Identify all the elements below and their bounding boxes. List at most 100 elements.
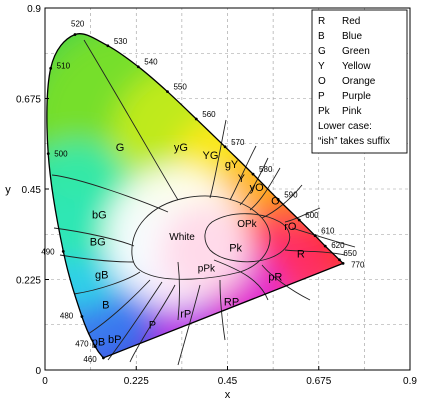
wavelength-label-510: 510: [57, 61, 71, 70]
locus-point: [223, 145, 227, 149]
wavelength-label-550: 550: [173, 83, 187, 92]
legend-code-Y: Y: [318, 61, 325, 72]
legend-name-R: Red: [342, 16, 360, 27]
x-tick-label: 0.675: [306, 376, 331, 387]
region-boundary-line: [284, 249, 346, 256]
wavelength-label-490: 490: [41, 247, 55, 256]
legend-name-Y: Yellow: [342, 61, 371, 72]
locus-point: [80, 315, 84, 318]
region-boundary-line: [59, 254, 135, 263]
wavelength-label-470: 470: [75, 340, 89, 349]
region-boundary-line: [219, 279, 226, 341]
wavelength-label-590: 590: [284, 190, 298, 199]
region-label-yO: yO: [250, 182, 265, 194]
region-label-yG: yG: [174, 142, 188, 154]
region-label-B: B: [102, 299, 109, 311]
region-boundary-line: [291, 227, 356, 248]
locus-point: [46, 152, 50, 156]
legend-name-G: Green: [342, 46, 370, 57]
region-boundary-line: [53, 227, 135, 247]
region-boundary-line: [73, 271, 141, 295]
region-boundary-line: [213, 259, 269, 301]
x-tick-label: 0.9: [403, 376, 417, 387]
locus-point: [136, 65, 140, 69]
locus-point: [338, 258, 341, 262]
legend-name-B: Blue: [342, 31, 362, 42]
region-boundary-line: [249, 167, 281, 211]
y-tick-label: 0.9: [27, 4, 41, 15]
region-label-rO: rO: [284, 221, 297, 233]
locus-point: [49, 66, 53, 70]
x-tick-label: 0.225: [124, 376, 149, 387]
region-label-bG: bG: [92, 209, 107, 221]
region-label-R: R: [297, 248, 305, 260]
legend-note: “ish” takes suffix: [318, 136, 390, 147]
wavelength-label-540: 540: [144, 58, 158, 67]
locus-point: [166, 90, 169, 94]
pink-region-boundary: [204, 213, 291, 263]
locus-point: [341, 262, 345, 265]
region-label-O: O: [271, 195, 280, 207]
legend-code-G: G: [318, 46, 326, 57]
locus-point: [102, 356, 105, 360]
axes: 00 0.225 0.225 0.45 0.45 0.675 0.675 0.9 0.9 x y: [5, 4, 417, 401]
locus-point: [61, 249, 65, 253]
wavelength-label-600: 600: [305, 211, 319, 220]
legend-code-P: P: [318, 91, 325, 102]
wavelength-label-520: 520: [71, 20, 85, 29]
y-tick-label: 0.225: [16, 276, 41, 287]
wavelength-label-570: 570: [231, 138, 245, 147]
wavelength-label-620: 620: [331, 241, 345, 250]
region-boundary-line: [261, 264, 311, 301]
y-tick-label: 0.45: [22, 185, 42, 196]
region-boundary-line: [107, 281, 163, 361]
white-region-boundary: [131, 195, 271, 280]
region-label-P: P: [149, 320, 156, 332]
region-label-pPk: pPk: [198, 263, 216, 274]
legend-box: [311, 9, 408, 154]
legend-code-B: B: [318, 31, 325, 42]
region-label-gB: gB: [95, 270, 108, 282]
x-tick-label: 0.45: [218, 376, 238, 387]
wavelength-label-480: 480: [60, 312, 74, 321]
region-boundary-line: [209, 119, 227, 199]
region-label-RP: RP: [224, 297, 239, 309]
locus-point: [93, 345, 97, 349]
locus-point: [106, 44, 110, 48]
x-axis-title: x: [225, 389, 231, 401]
region-boundaries: [51, 39, 356, 366]
legend-code-Pk: Pk: [318, 106, 331, 117]
wavelength-label-770: 770: [351, 260, 365, 269]
legend-name-Pk: Pink: [342, 106, 362, 117]
locus-point: [251, 172, 255, 176]
region-boundary-line: [87, 279, 151, 335]
y-axis-title: y: [5, 184, 11, 196]
wavelength-label-500: 500: [54, 150, 68, 159]
color-blob: [162, 204, 253, 295]
locus-point: [323, 244, 327, 248]
region-boundary-line: [177, 284, 201, 366]
region-label-OPk: OPk: [237, 219, 257, 230]
locus-point: [194, 117, 198, 121]
region-boundary-line: [239, 157, 269, 206]
wavelength-label-460: 460: [83, 355, 97, 364]
legend-code-O: O: [318, 76, 326, 87]
legend-code-R: R: [318, 16, 325, 27]
legend: R Red B Blue G Green Y Yellow O Orange P Purple Pk Pi…: [311, 9, 408, 154]
wavelength-label-580: 580: [259, 165, 273, 174]
region-label-G: G: [116, 142, 125, 154]
region-label-Pk: Pk: [229, 243, 242, 255]
wavelength-label-530: 530: [114, 37, 128, 46]
region-label-BG: BG: [90, 236, 106, 248]
y-tick-label: 0: [35, 366, 41, 377]
locus-point: [73, 33, 77, 36]
region-label-gY: gY: [225, 159, 239, 171]
region-label-YG: YG: [203, 150, 219, 162]
region-label-pR: pR: [268, 272, 282, 284]
locus-point: [276, 198, 280, 201]
region-boundary-line: [129, 284, 176, 363]
region-boundary-line: [51, 174, 169, 213]
locus-point: [313, 234, 317, 238]
